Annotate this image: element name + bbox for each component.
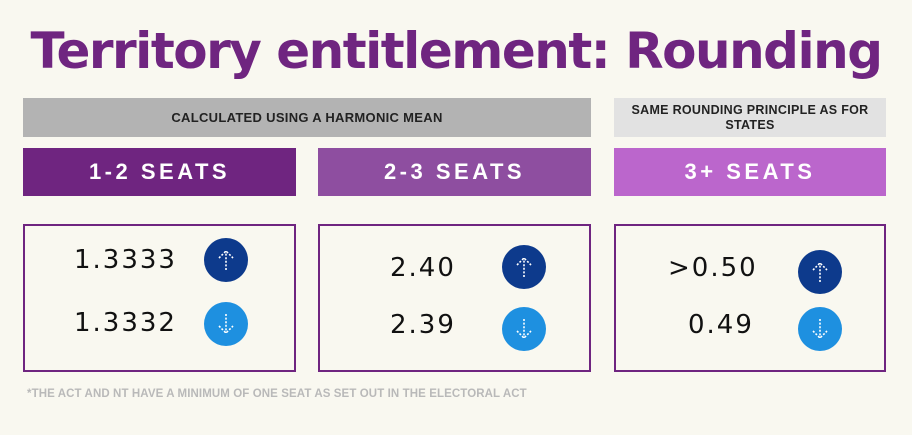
rounding-box-3-plus-seats — [614, 224, 886, 372]
round-up-value: >0.50 — [668, 253, 758, 283]
arrow-down-icon — [798, 307, 842, 351]
rounding-box-2-3-seats — [318, 224, 591, 372]
rounding-box-1-2-seats — [23, 224, 296, 372]
header-2-3-seats: 2-3 SEATS — [318, 148, 591, 196]
arrow-down-icon — [204, 302, 248, 346]
arrow-up-icon — [798, 250, 842, 294]
round-down-value: 0.49 — [688, 310, 754, 340]
arrow-down-icon — [502, 307, 546, 351]
round-down-value: 1.3332 — [74, 308, 177, 338]
round-up-value: 1.3333 — [74, 245, 177, 275]
round-up-value: 2.40 — [390, 253, 456, 283]
round-down-value: 2.39 — [390, 310, 456, 340]
header-3-plus-seats: 3+ SEATS — [614, 148, 886, 196]
harmonic-mean-banner: CALCULATED USING A HARMONIC MEAN — [23, 98, 591, 137]
footnote: *THE ACT AND NT HAVE A MINIMUM OF ONE SE… — [27, 388, 527, 400]
page-title: Territory entitlement: Rounding — [30, 22, 883, 80]
arrow-up-icon — [502, 245, 546, 289]
arrow-up-icon — [204, 238, 248, 282]
header-1-2-seats: 1-2 SEATS — [23, 148, 296, 196]
same-rounding-banner: SAME ROUNDING PRINCIPLE AS FOR STATES — [614, 98, 886, 137]
